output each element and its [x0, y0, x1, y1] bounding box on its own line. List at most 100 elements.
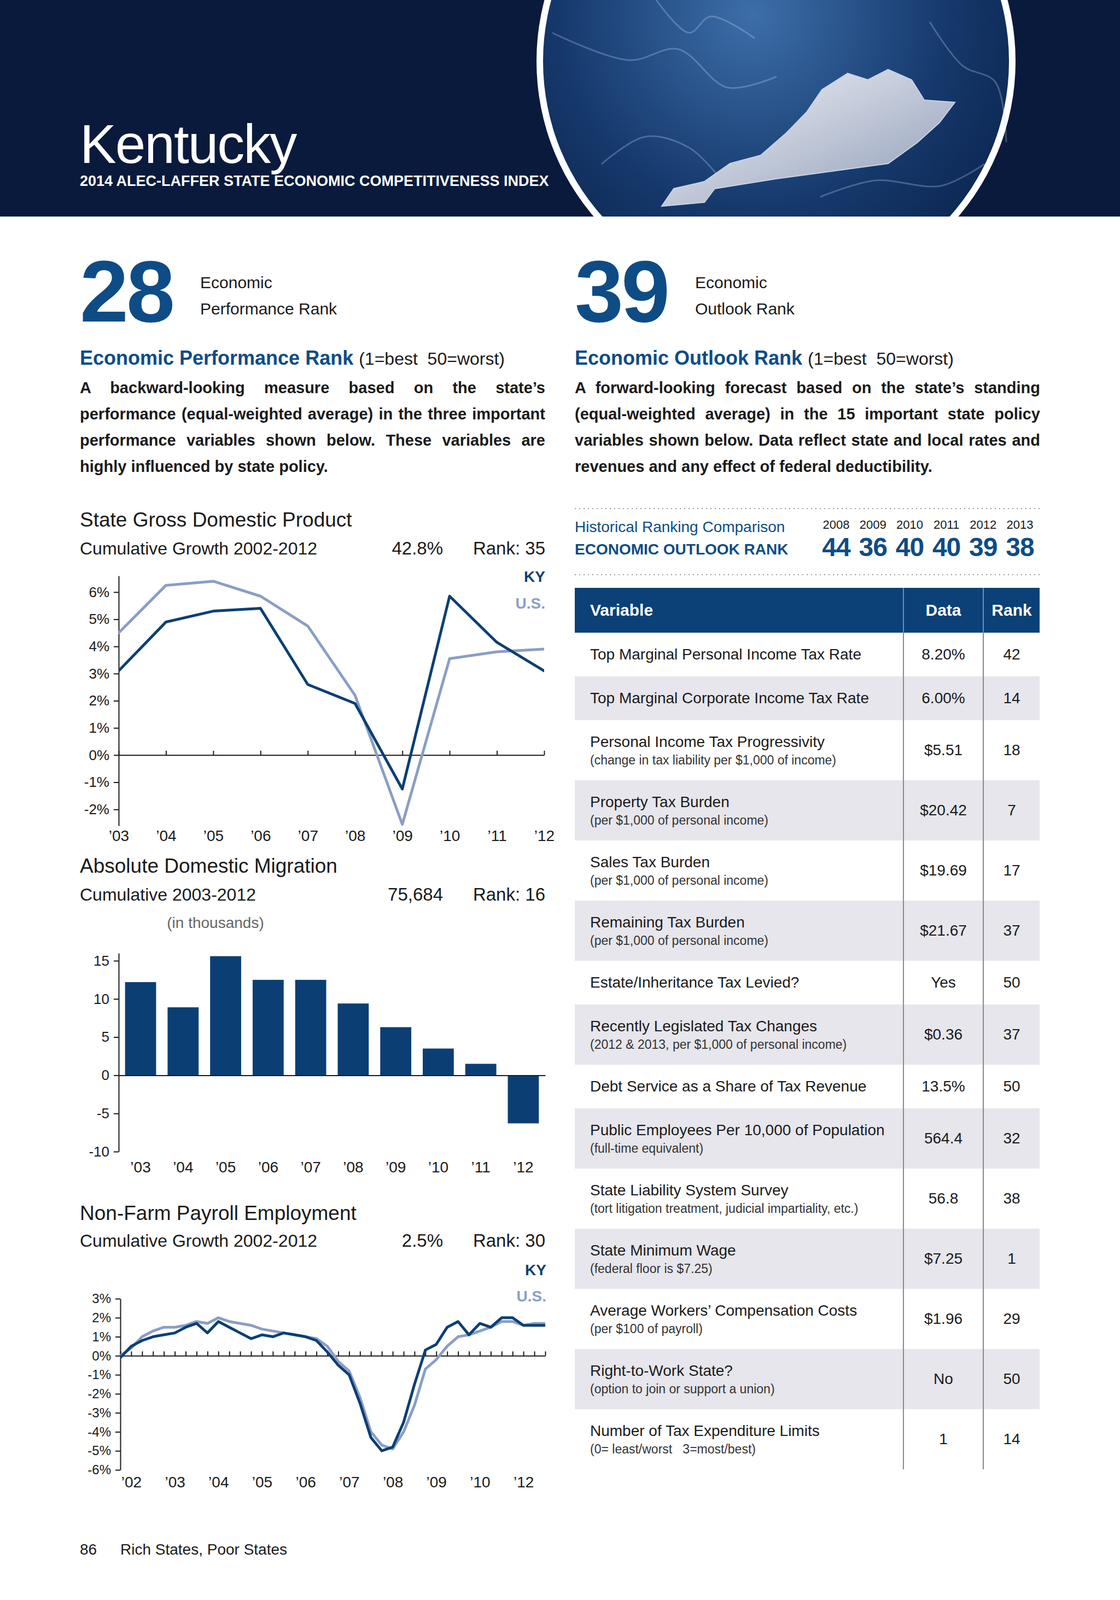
x-tick-label-group: ’07 [339, 1473, 360, 1491]
table-row: Personal Income Tax Progressivity(change… [574, 720, 1040, 781]
x-tick-label: ’07 [300, 1158, 321, 1176]
variable-name: Top Marginal Corporate Income Tax Rate [590, 688, 898, 709]
x-tick [240, 1351, 241, 1356]
y-tick-label: 15 [93, 952, 110, 970]
x-tick-label: ’09 [392, 827, 413, 845]
rank-cell: 14 [983, 676, 1040, 721]
y-tick-mark [113, 591, 119, 593]
table-header-cell: Rank [983, 587, 1040, 633]
variable-note: (tort litigation treatment, judicial imp… [590, 1200, 898, 1217]
x-tick-label-group: ’09 [392, 827, 413, 845]
x-tick [414, 1351, 416, 1356]
series-line [118, 596, 545, 790]
table-cell: Estate/Inheritance Tax Levied? [574, 960, 904, 1005]
x-tick-label-group: ’06 [295, 1473, 317, 1491]
x-tick-mark [152, 1351, 154, 1356]
x-tick [534, 1351, 535, 1356]
x-tick-mark [457, 1351, 459, 1356]
x-tick-mark [165, 750, 167, 756]
y-tick-mark [113, 754, 119, 756]
data-cell: 1 [903, 1409, 984, 1470]
bar [422, 1048, 454, 1076]
x-tick-mark [283, 1351, 285, 1356]
history-subtitle: ECONOMIC OUTLOOK RANK [574, 540, 789, 558]
chart-annotation: 75,684 [387, 884, 443, 905]
rank-number: 28 [79, 242, 173, 341]
variable-note: (federal floor is $7.25) [590, 1260, 898, 1277]
y-tick: -6% [87, 1462, 121, 1478]
x-tick-label: ’05 [215, 1158, 236, 1176]
rank-cell: 1 [983, 1228, 1040, 1289]
bar [167, 1007, 199, 1076]
variable-name: Remaining Tax Burden [590, 912, 898, 933]
x-tick-label-group: ’04 [155, 827, 177, 845]
data-cell: 56.8 [903, 1168, 984, 1229]
x-tick-mark [185, 1351, 187, 1356]
tbody-element: Top Marginal Personal Income Tax Rate8.2… [574, 632, 1040, 1470]
x-tick-mark [545, 1351, 547, 1356]
x-tick-mark [337, 1351, 340, 1356]
variable-note: (per $1,000 of personal income) [590, 812, 898, 829]
x-tick-label: ’12 [513, 1473, 534, 1491]
variable-name: Debt Service as a Share of Tax Revenue [590, 1076, 898, 1097]
globe-border-line [552, 32, 777, 89]
y-tick-label: -5 [96, 1105, 110, 1122]
x-tick-mark [512, 1351, 514, 1356]
section-heading-text: Economic Outlook Rank [574, 346, 803, 370]
history-rank: 36 [859, 532, 888, 562]
chart-subtitle: Cumulative Growth 2002-2012 [79, 538, 318, 559]
y-tick-mark [115, 1298, 121, 1300]
variable-name: Sales Tax Burden [590, 852, 898, 873]
table-cell: Average Workers’ Compensation Costs(per … [574, 1288, 904, 1350]
y-tick-mark [113, 727, 119, 729]
x-tick-label-group: ’10 [469, 1473, 490, 1491]
y-tick: -5% [87, 1443, 121, 1458]
x-tick-label: ’06 [258, 1158, 279, 1176]
history-year: 2008 [823, 517, 850, 532]
table-cell: Debt Service as a Share of Tax Revenue [574, 1064, 904, 1109]
variable-note: (per $1,000 of personal income) [590, 932, 898, 949]
y-tick: 2% [88, 692, 119, 709]
x-tick [207, 1351, 208, 1356]
x-tick-label: ’07 [298, 827, 319, 845]
globe-ring [536, 0, 1016, 217]
y-tick-mark [115, 1336, 121, 1338]
history-rank: 38 [1005, 532, 1035, 562]
x-tick-mark [130, 1351, 132, 1356]
section-heading-note: (1=best 50=worst) [807, 348, 954, 369]
section-heading: Economic Outlook Rank (1=best 50=worst) [574, 348, 954, 369]
y-tick-label: 10 [93, 990, 110, 1008]
x-tick-mark [240, 1351, 242, 1356]
variable-name: State Minimum Wage [590, 1240, 898, 1261]
y-tick: 4% [88, 638, 119, 655]
table-row: Remaining Tax Burden(per $1,000 of perso… [574, 900, 1040, 961]
x-tick [175, 1351, 176, 1356]
variable-name: Property Tax Burden [590, 792, 898, 813]
data-cell: No [903, 1349, 984, 1410]
bar [465, 1063, 497, 1076]
x-tick-label: ’08 [382, 1473, 404, 1491]
variable-name: Average Workers’ Compensation Costs [590, 1301, 898, 1321]
x-tick [260, 750, 261, 756]
y-tick: 10 [93, 990, 119, 1008]
x-tick-mark [496, 750, 498, 756]
x-tick [545, 1351, 546, 1356]
x-tick [512, 1351, 513, 1356]
x-tick-mark [207, 1351, 209, 1356]
y-tick-label: -2% [87, 1386, 112, 1402]
x-tick [131, 1351, 132, 1356]
x-tick [348, 1351, 350, 1356]
y-tick-mark [113, 646, 119, 648]
chart-annotation: 42.8% [391, 538, 443, 559]
x-tick-label: ’04 [155, 827, 177, 845]
x-tick-mark [272, 1351, 274, 1356]
x-tick-label-group: ’07 [298, 827, 319, 845]
y-axis: -2%-1%0%1%2%3%4%5%6% [84, 576, 120, 827]
x-tick-label-group: ’09 [426, 1473, 447, 1491]
x-tick-mark [307, 750, 309, 756]
history-title: Historical Ranking Comparison [574, 518, 785, 536]
x-tick-mark [218, 1351, 220, 1356]
bar [295, 980, 327, 1076]
table-row: State Minimum Wage(federal floor is $7.2… [574, 1228, 1040, 1289]
x-tick [118, 750, 120, 756]
